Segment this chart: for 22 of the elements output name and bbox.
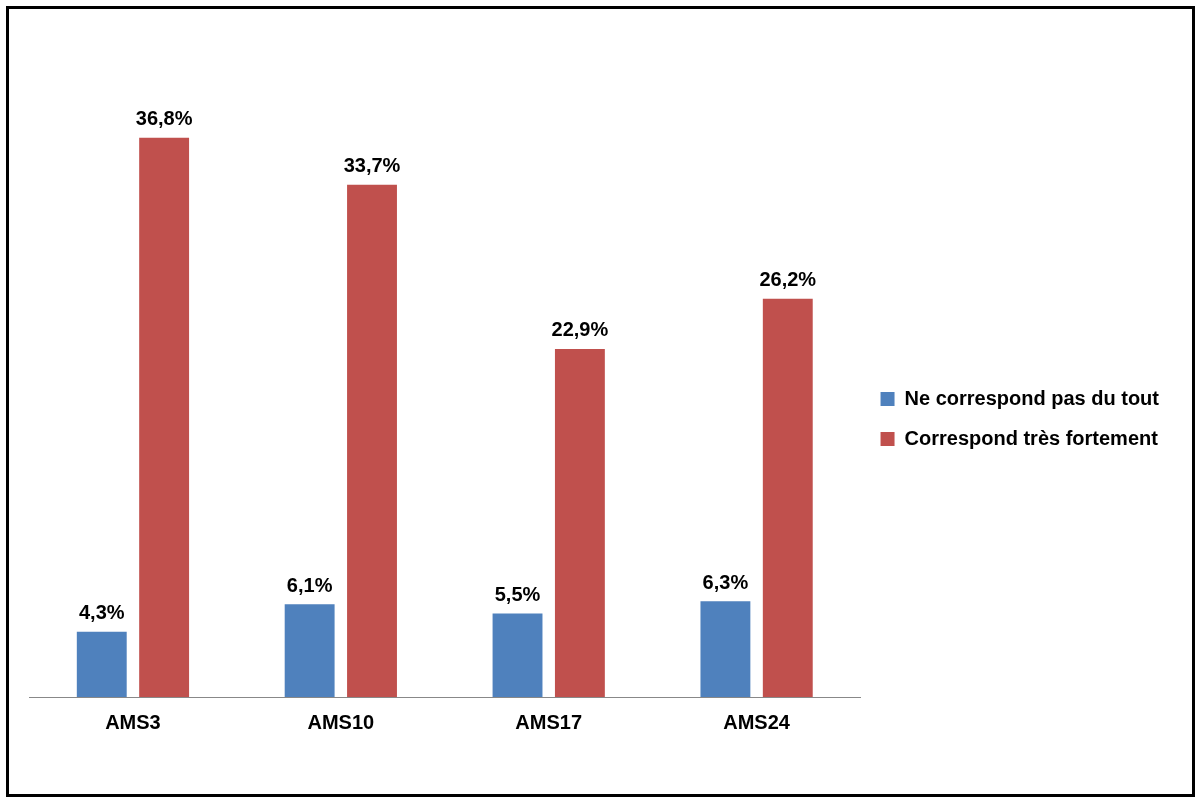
data-label: 26,2% bbox=[759, 268, 817, 291]
bar bbox=[139, 137, 190, 697]
bar bbox=[284, 604, 335, 697]
bar bbox=[76, 631, 127, 697]
data-label: 6,1% bbox=[286, 573, 333, 596]
legend-label: Correspond très fortement bbox=[904, 426, 1159, 449]
bar bbox=[700, 601, 751, 697]
bar bbox=[554, 348, 605, 697]
data-label: 4,3% bbox=[78, 601, 125, 624]
data-label: 5,5% bbox=[494, 582, 541, 605]
x-tick-label: AMS24 bbox=[723, 710, 791, 733]
x-tick-label: AMS3 bbox=[105, 710, 161, 733]
bar bbox=[762, 298, 813, 697]
x-tick-label: AMS10 bbox=[307, 710, 375, 733]
data-label: 6,3% bbox=[702, 570, 749, 593]
x-tick-label: AMS17 bbox=[515, 710, 583, 733]
bar bbox=[492, 613, 543, 697]
data-label: 33,7% bbox=[343, 154, 401, 177]
legend-label: Ne correspond pas du tout bbox=[904, 386, 1160, 409]
data-label: 22,9% bbox=[551, 318, 609, 341]
bar bbox=[347, 184, 397, 697]
data-label: 36,8% bbox=[135, 107, 193, 130]
